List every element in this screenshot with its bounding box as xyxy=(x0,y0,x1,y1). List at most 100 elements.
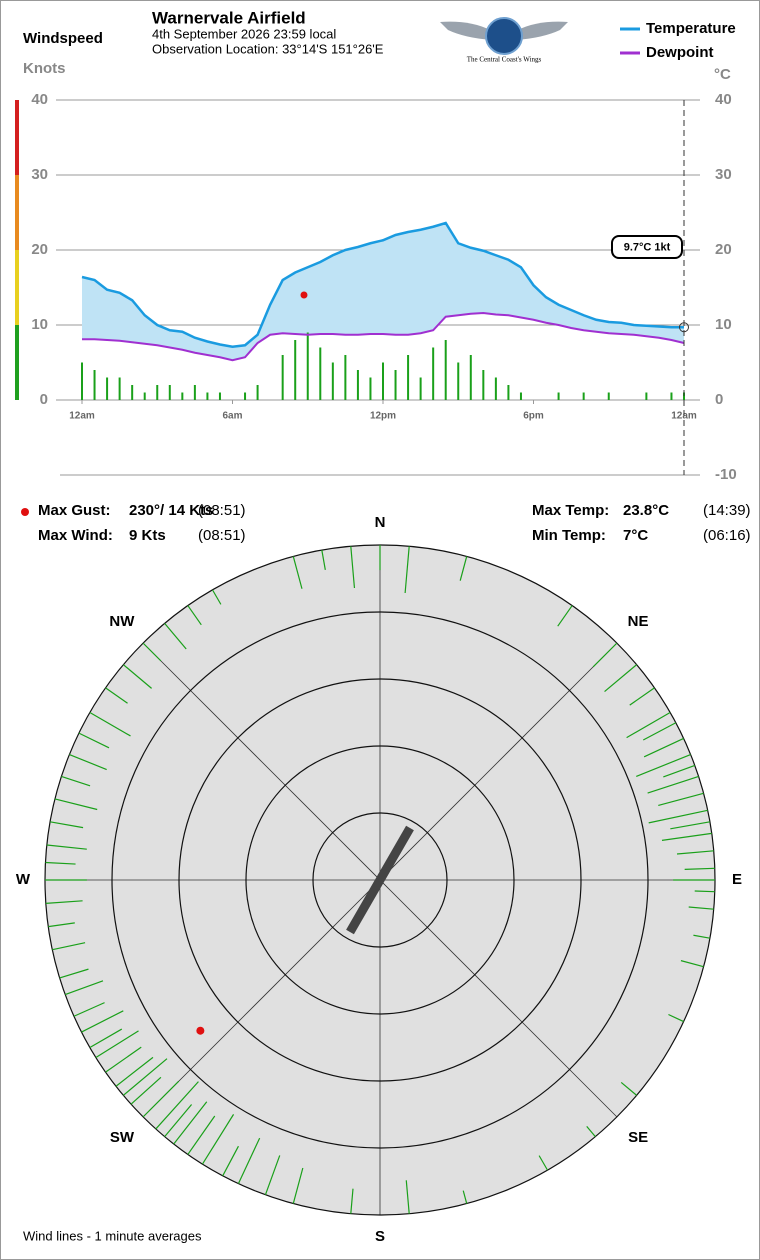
x-tick-label: 12am xyxy=(69,411,95,422)
wind-bar xyxy=(407,355,410,400)
wind-bar xyxy=(193,385,196,400)
wind-line xyxy=(164,622,187,650)
wind-bar xyxy=(306,332,309,400)
y2-tick-label: 30 xyxy=(715,166,732,183)
gust-marker-key xyxy=(21,508,29,516)
y2-tick-label: 10 xyxy=(715,316,732,333)
logo-wing xyxy=(440,21,492,40)
current-callout-box xyxy=(611,235,683,259)
y2-tick-label: 0 xyxy=(715,391,723,408)
wind-line xyxy=(122,664,152,689)
wind-line xyxy=(54,798,98,811)
stat-time: (08:51) xyxy=(198,527,246,544)
ring xyxy=(245,745,515,1015)
wind-line xyxy=(629,687,655,706)
wind-line xyxy=(142,1080,180,1118)
wind-line xyxy=(155,1081,199,1130)
y-axis-title: Windspeed xyxy=(23,30,103,47)
wind-line xyxy=(264,1155,281,1196)
wind-line xyxy=(642,722,677,741)
wind-line xyxy=(620,1081,638,1096)
band-red xyxy=(15,100,19,175)
logo: The Central Coast's Wings xyxy=(440,17,568,64)
wind-bar xyxy=(469,355,472,400)
wind-line xyxy=(45,900,83,904)
wind-line xyxy=(648,809,708,824)
current-point xyxy=(679,322,689,333)
wind-line xyxy=(350,1188,354,1214)
y2-axis-unit: °C xyxy=(714,66,731,83)
wind-bar xyxy=(519,392,522,400)
stat-time: (08:51) xyxy=(198,502,246,519)
wind-line xyxy=(187,1115,216,1155)
wind-line xyxy=(292,1167,304,1204)
wind-bar xyxy=(607,392,610,400)
wind-bar xyxy=(218,392,221,400)
y-tick-label: 40 xyxy=(31,91,48,108)
wind-line xyxy=(643,737,684,758)
wind-line xyxy=(404,546,410,594)
wind-bar xyxy=(457,362,460,400)
wind-bar xyxy=(507,385,510,400)
wind-line xyxy=(462,1190,468,1204)
wind-line xyxy=(604,664,638,693)
stat-label: Min Temp: xyxy=(532,527,606,544)
direction-label: W xyxy=(16,871,31,888)
wind-line xyxy=(142,642,162,662)
spread-fill xyxy=(82,223,684,361)
wind-line xyxy=(89,1028,123,1049)
y2-tick-label: 20 xyxy=(715,241,732,258)
wind-line xyxy=(592,642,618,668)
wind-bar xyxy=(93,370,96,400)
wind-line xyxy=(626,711,671,739)
x-tick-label: 6pm xyxy=(523,411,544,422)
wind-line xyxy=(668,1013,684,1023)
wind-line xyxy=(89,711,131,737)
stat-time: (06:16) xyxy=(703,527,751,544)
wind-line xyxy=(122,1058,168,1096)
wind-bar xyxy=(394,370,397,400)
y-tick-label: 30 xyxy=(31,166,48,183)
y-axis-unit: Knots xyxy=(23,60,66,77)
wind-bar xyxy=(683,392,685,400)
wind-line xyxy=(661,832,712,841)
y2-tick-label: -10 xyxy=(715,466,737,483)
wind-bar xyxy=(419,377,422,400)
wind-line xyxy=(405,1180,410,1214)
wind-bar xyxy=(582,392,585,400)
legend-label: Dewpoint xyxy=(646,44,714,61)
note: Wind lines - 1 minute averages xyxy=(23,1228,202,1243)
wind-line xyxy=(187,605,202,626)
wind-bar xyxy=(244,392,247,400)
wind-line xyxy=(586,1125,596,1138)
wind-line xyxy=(459,556,468,581)
wind-bar xyxy=(156,385,159,400)
wind-line xyxy=(78,732,110,749)
wind-line xyxy=(676,850,714,855)
wind-line xyxy=(680,960,704,968)
wind-bar xyxy=(356,370,359,400)
wind-line xyxy=(684,867,715,870)
direction-label: E xyxy=(732,871,742,888)
wind-line xyxy=(69,753,107,771)
wind-line xyxy=(688,906,714,910)
direction-label: S xyxy=(375,1228,385,1245)
stat-time: (14:39) xyxy=(703,502,751,519)
wind-bar xyxy=(106,377,109,400)
wind-line xyxy=(201,1114,235,1165)
wind-line xyxy=(59,968,89,979)
wind-bar xyxy=(181,392,184,400)
wind-bar xyxy=(432,347,435,400)
wind-line xyxy=(237,1137,261,1184)
y-tick-label: 20 xyxy=(31,241,48,258)
wind-bar xyxy=(331,362,334,400)
wind-line xyxy=(130,1076,162,1105)
wind-line xyxy=(658,792,704,807)
stat-value: 7°C xyxy=(623,527,648,544)
wind-line xyxy=(105,687,128,704)
wind-line xyxy=(350,546,356,589)
wind-line xyxy=(647,775,699,794)
x-tick-label: 12pm xyxy=(370,411,396,422)
ring xyxy=(111,611,649,1149)
